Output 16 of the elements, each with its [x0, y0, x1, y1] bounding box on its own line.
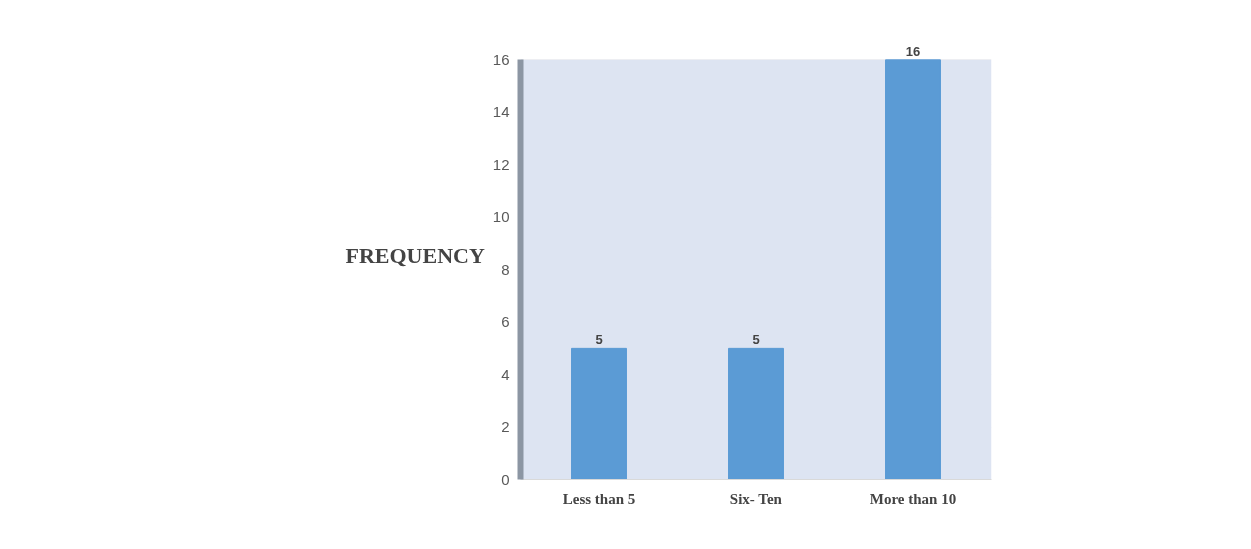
- y-tick-label: 6: [501, 313, 510, 331]
- y-tick-label: 0: [501, 470, 510, 488]
- x-tick-label: Less than 5: [562, 490, 636, 507]
- y-axis-title: FREQUENCY: [345, 242, 485, 268]
- y-tick-label: 12: [492, 155, 510, 173]
- y-tick-label: 8: [501, 260, 510, 278]
- x-tick-label: More than 10: [869, 490, 957, 507]
- data-label: 5: [595, 332, 603, 348]
- data-label: 5: [752, 332, 760, 348]
- y-tick-label: 10: [492, 208, 510, 226]
- data-label: 16: [905, 43, 921, 59]
- y-tick-label: 14: [492, 103, 510, 121]
- y-tick-label: 2: [501, 418, 510, 436]
- y-tick-label: 16: [492, 50, 510, 68]
- x-tick-label: Six- Ten: [729, 490, 783, 507]
- y-tick-label: 4: [501, 365, 510, 383]
